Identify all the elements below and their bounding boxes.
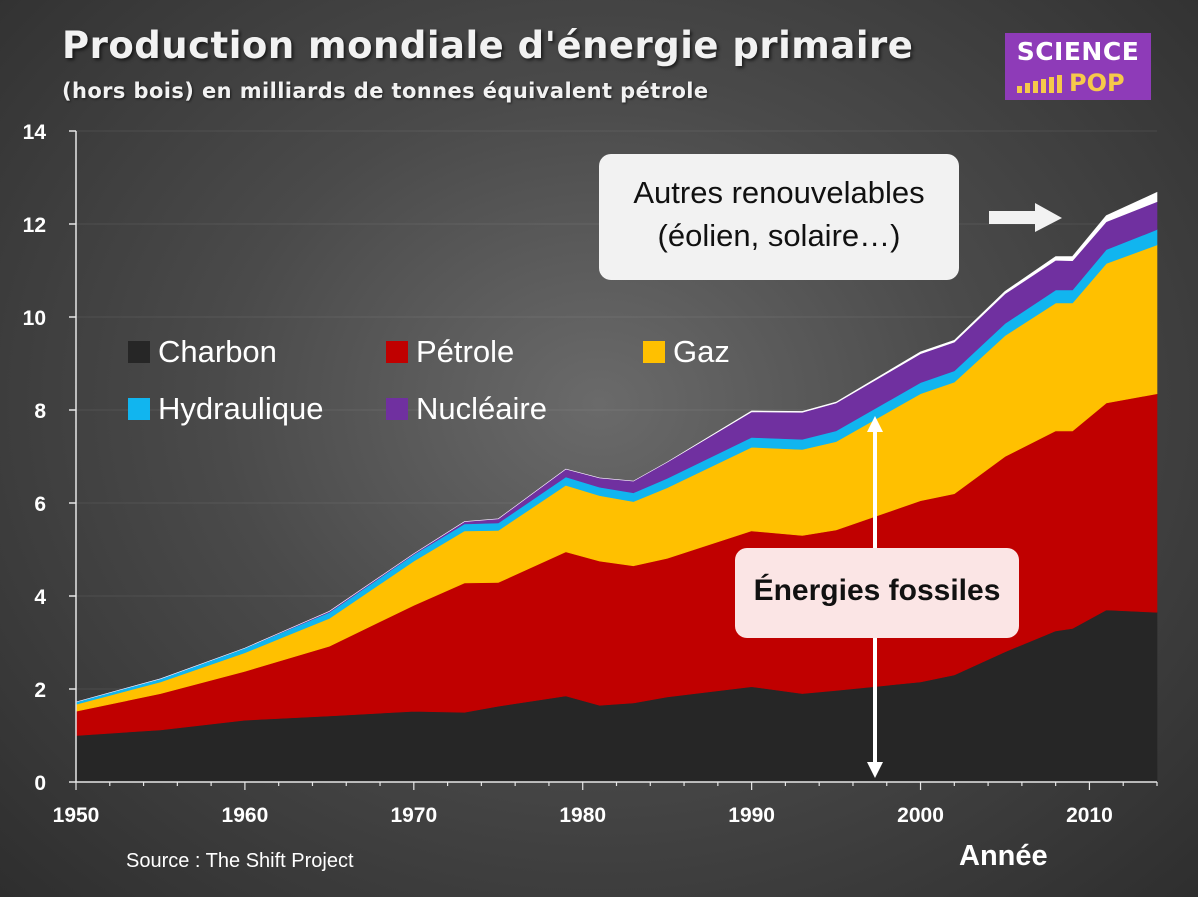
- y-tick-label-14: 14: [23, 121, 47, 144]
- x-tick-label-1980: 1980: [559, 804, 606, 827]
- legend-petrole: Pétrole: [386, 334, 514, 370]
- renewables-callout: Autres renouvelables (éolien, solaire…): [599, 154, 959, 280]
- legend-label-nucleaire: Nucléaire: [416, 391, 547, 426]
- legend-swatch-charbon: [128, 341, 150, 363]
- legend-charbon: Charbon: [128, 334, 277, 370]
- x-tick-label-2000: 2000: [897, 804, 944, 827]
- renewables-callout-line1: Autres renouvelables: [633, 175, 925, 210]
- y-tick-label-10: 10: [23, 307, 46, 330]
- y-tick-label-0: 0: [34, 772, 46, 795]
- y-tick-label-6: 6: [34, 493, 46, 516]
- x-tick-label-1970: 1970: [390, 804, 437, 827]
- x-tick-label-1990: 1990: [728, 804, 775, 827]
- legend-gaz: Gaz: [643, 334, 730, 370]
- x-tick-label-1960: 1960: [222, 804, 269, 827]
- x-tick-label-1950: 1950: [53, 804, 100, 827]
- chart-title: Production mondiale d'énergie primaire: [62, 24, 914, 67]
- logo-line1: SCIENCE: [1016, 37, 1140, 66]
- renewables-arrow: [989, 203, 1062, 232]
- x-tick-label-2010: 2010: [1066, 804, 1113, 827]
- legend-hydraulique: Hydraulique: [128, 391, 323, 427]
- area-autres-renouvelables: [75, 191, 1158, 703]
- chart-subtitle: (hors bois) en milliards de tonnes équiv…: [62, 79, 709, 103]
- legend-label-charbon: Charbon: [158, 334, 277, 369]
- legend-label-gaz: Gaz: [673, 334, 730, 369]
- logo-bars-icon: [1017, 75, 1062, 93]
- fossil-callout: Énergies fossiles: [735, 548, 1019, 638]
- legend-label-petrole: Pétrole: [416, 334, 515, 369]
- logo-line2: POP: [1069, 69, 1125, 97]
- legend-swatch-petrole: [386, 341, 408, 363]
- legend-swatch-gaz: [643, 341, 665, 363]
- axes: [69, 130, 1158, 790]
- y-tick-label-4: 4: [34, 586, 46, 609]
- y-tick-label-2: 2: [34, 679, 46, 702]
- x-axis-title: Année: [959, 840, 1048, 872]
- source-note: Source : The Shift Project: [126, 850, 354, 872]
- legend-swatch-nucleaire: [386, 398, 408, 420]
- stacked-areas: [75, 191, 1158, 783]
- renewables-callout-line2: (éolien, solaire…): [657, 218, 901, 254]
- legend-nucleaire: Nucléaire: [386, 391, 547, 427]
- legend-swatch-hydraulique: [128, 398, 150, 420]
- annotation-arrows: [867, 203, 1062, 778]
- legend-label-hydraulique: Hydraulique: [158, 391, 324, 426]
- science-pop-logo: SCIENCE POP: [1005, 33, 1151, 100]
- tick-labels: 0 2 4 6 8 10 12 14 1950 1960 1970 1980 1990 2000 2010: [23, 121, 1113, 827]
- y-tick-label-8: 8: [34, 400, 46, 423]
- y-tick-label-12: 12: [23, 214, 46, 237]
